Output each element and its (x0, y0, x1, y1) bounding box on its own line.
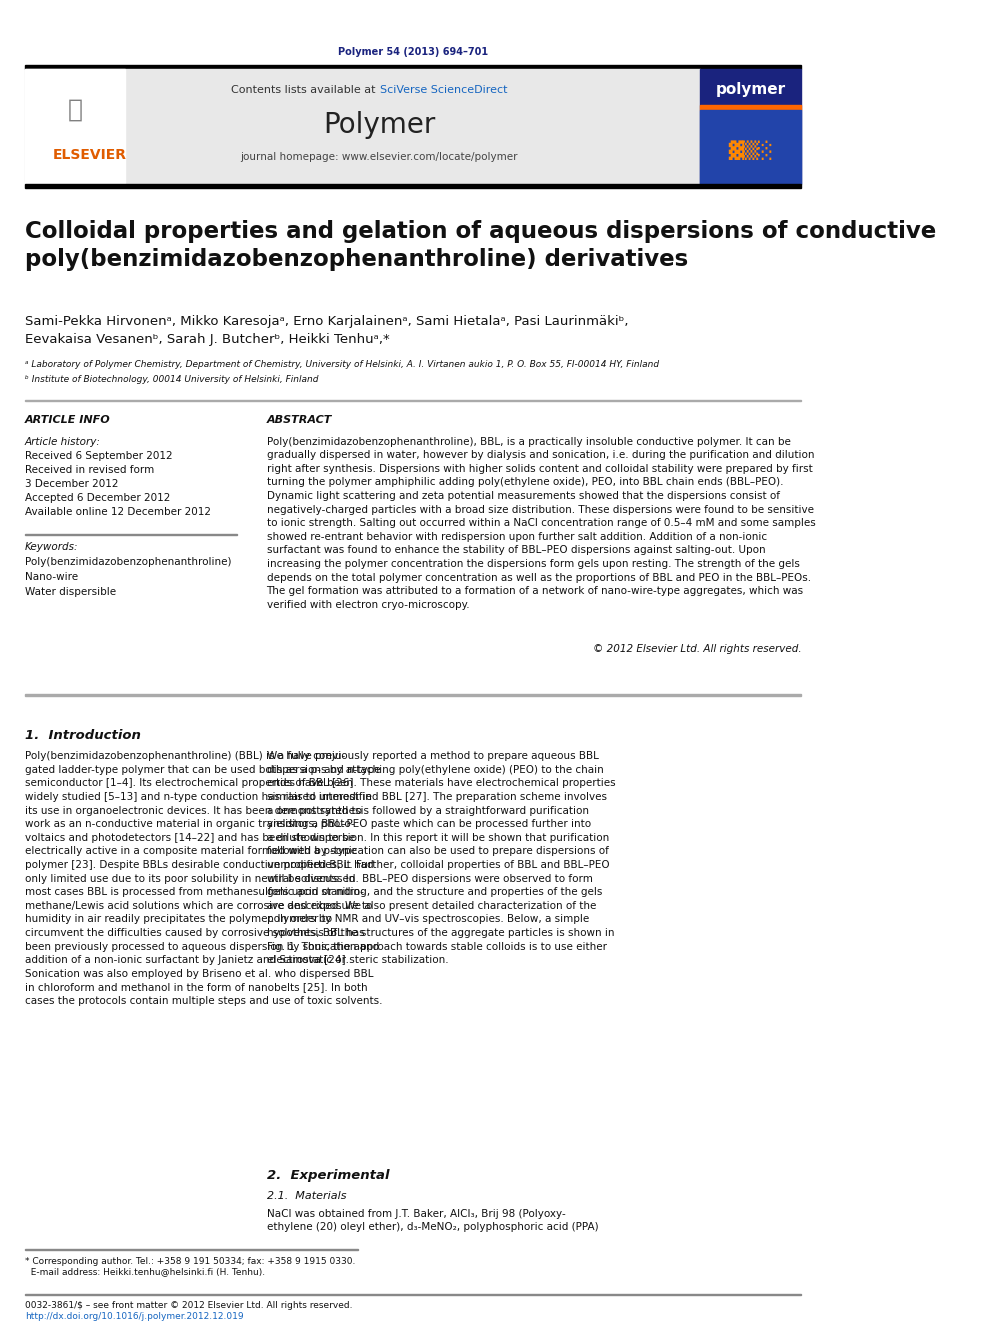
Bar (25, 695, 802, 696)
Text: ᵃ Laboratory of Polymer Chemistry, Department of Chemistry, University of Helsin: ᵃ Laboratory of Polymer Chemistry, Depar… (25, 360, 659, 369)
Text: 1.  Introduction: 1. Introduction (25, 729, 141, 742)
Text: ELSEVIER: ELSEVIER (53, 148, 126, 161)
Text: Poly(benzimidazobenzophenanthroline), BBL, is a practically insoluble conductive: Poly(benzimidazobenzophenanthroline), BB… (267, 437, 815, 610)
Text: © 2012 Elsevier Ltd. All rights reserved.: © 2012 Elsevier Ltd. All rights reserved… (592, 644, 802, 655)
Text: Keywords:: Keywords: (25, 542, 78, 553)
Text: journal homepage: www.elsevier.com/locate/polymer: journal homepage: www.elsevier.com/locat… (240, 152, 518, 161)
Text: SciVerse ScienceDirect: SciVerse ScienceDirect (380, 85, 507, 95)
Text: Sami-Pekka Hirvonenᵃ, Mikko Karesojaᵃ, Erno Karjalainenᵃ, Sami Hietalaᵃ, Pasi La: Sami-Pekka Hirvonenᵃ, Mikko Karesojaᵃ, E… (25, 315, 629, 328)
Text: ARTICLE INFO: ARTICLE INFO (25, 414, 111, 425)
Bar (25, 69, 125, 184)
Text: 0032-3861/$ – see front matter © 2012 Elsevier Ltd. All rights reserved.: 0032-3861/$ – see front matter © 2012 El… (25, 1301, 352, 1310)
Text: 🌳: 🌳 (67, 98, 82, 122)
Text: Received 6 September 2012
Received in revised form
3 December 2012
Accepted 6 De: Received 6 September 2012 Received in re… (25, 451, 211, 516)
Text: polymer: polymer (715, 82, 786, 98)
Text: ABSTRACT: ABSTRACT (267, 414, 332, 425)
Text: 2.  Experimental: 2. Experimental (267, 1168, 389, 1181)
Text: Colloidal properties and gelation of aqueous dispersions of conductive
poly(benz: Colloidal properties and gelation of aqu… (25, 220, 936, 271)
Text: NaCl was obtained from J.T. Baker, AlCl₃, Brij 98 (Polyoxy-
ethylene (20) oleyl : NaCl was obtained from J.T. Baker, AlCl₃… (267, 1209, 598, 1233)
Bar (699, 105, 802, 110)
Text: * Corresponding author. Tel.: +358 9 191 50334; fax: +358 9 1915 0330.
  E-mail : * Corresponding author. Tel.: +358 9 191… (25, 1257, 355, 1277)
Text: ▓▒░: ▓▒░ (728, 140, 773, 160)
Text: http://dx.doi.org/10.1016/j.polymer.2012.12.019: http://dx.doi.org/10.1016/j.polymer.2012… (25, 1311, 244, 1320)
Bar (699, 69, 802, 184)
Bar (699, 110, 802, 184)
Text: We have previously reported a method to prepare aqueous BBL
dispersions by attac: We have previously reported a method to … (267, 751, 615, 966)
Text: Eevakaisa Vesanenᵇ, Sarah J. Butcherᵇ, Heikki Tenhuᵃ,*: Eevakaisa Vesanenᵇ, Sarah J. Butcherᵇ, H… (25, 332, 390, 345)
Bar (25, 69, 699, 184)
Text: 2.1.  Materials: 2.1. Materials (267, 1191, 346, 1201)
Text: Poly(benzimidazobenzophenanthroline) (BBL) is a fully conju-
gated ladder-type p: Poly(benzimidazobenzophenanthroline) (BB… (25, 751, 383, 1005)
Bar (25, 400, 802, 401)
Bar (25, 65, 802, 69)
Text: Article history:: Article history: (25, 437, 101, 447)
Text: Polymer 54 (2013) 694–701: Polymer 54 (2013) 694–701 (338, 46, 488, 57)
Bar (25, 184, 802, 188)
Text: ᵇ Institute of Biotechnology, 00014 University of Helsinki, Finland: ᵇ Institute of Biotechnology, 00014 Univ… (25, 374, 318, 384)
Text: Contents lists available at: Contents lists available at (231, 85, 379, 95)
Text: Polymer: Polymer (322, 111, 435, 139)
Text: Poly(benzimidazobenzophenanthroline)
Nano-wire
Water dispersible: Poly(benzimidazobenzophenanthroline) Nan… (25, 557, 231, 597)
